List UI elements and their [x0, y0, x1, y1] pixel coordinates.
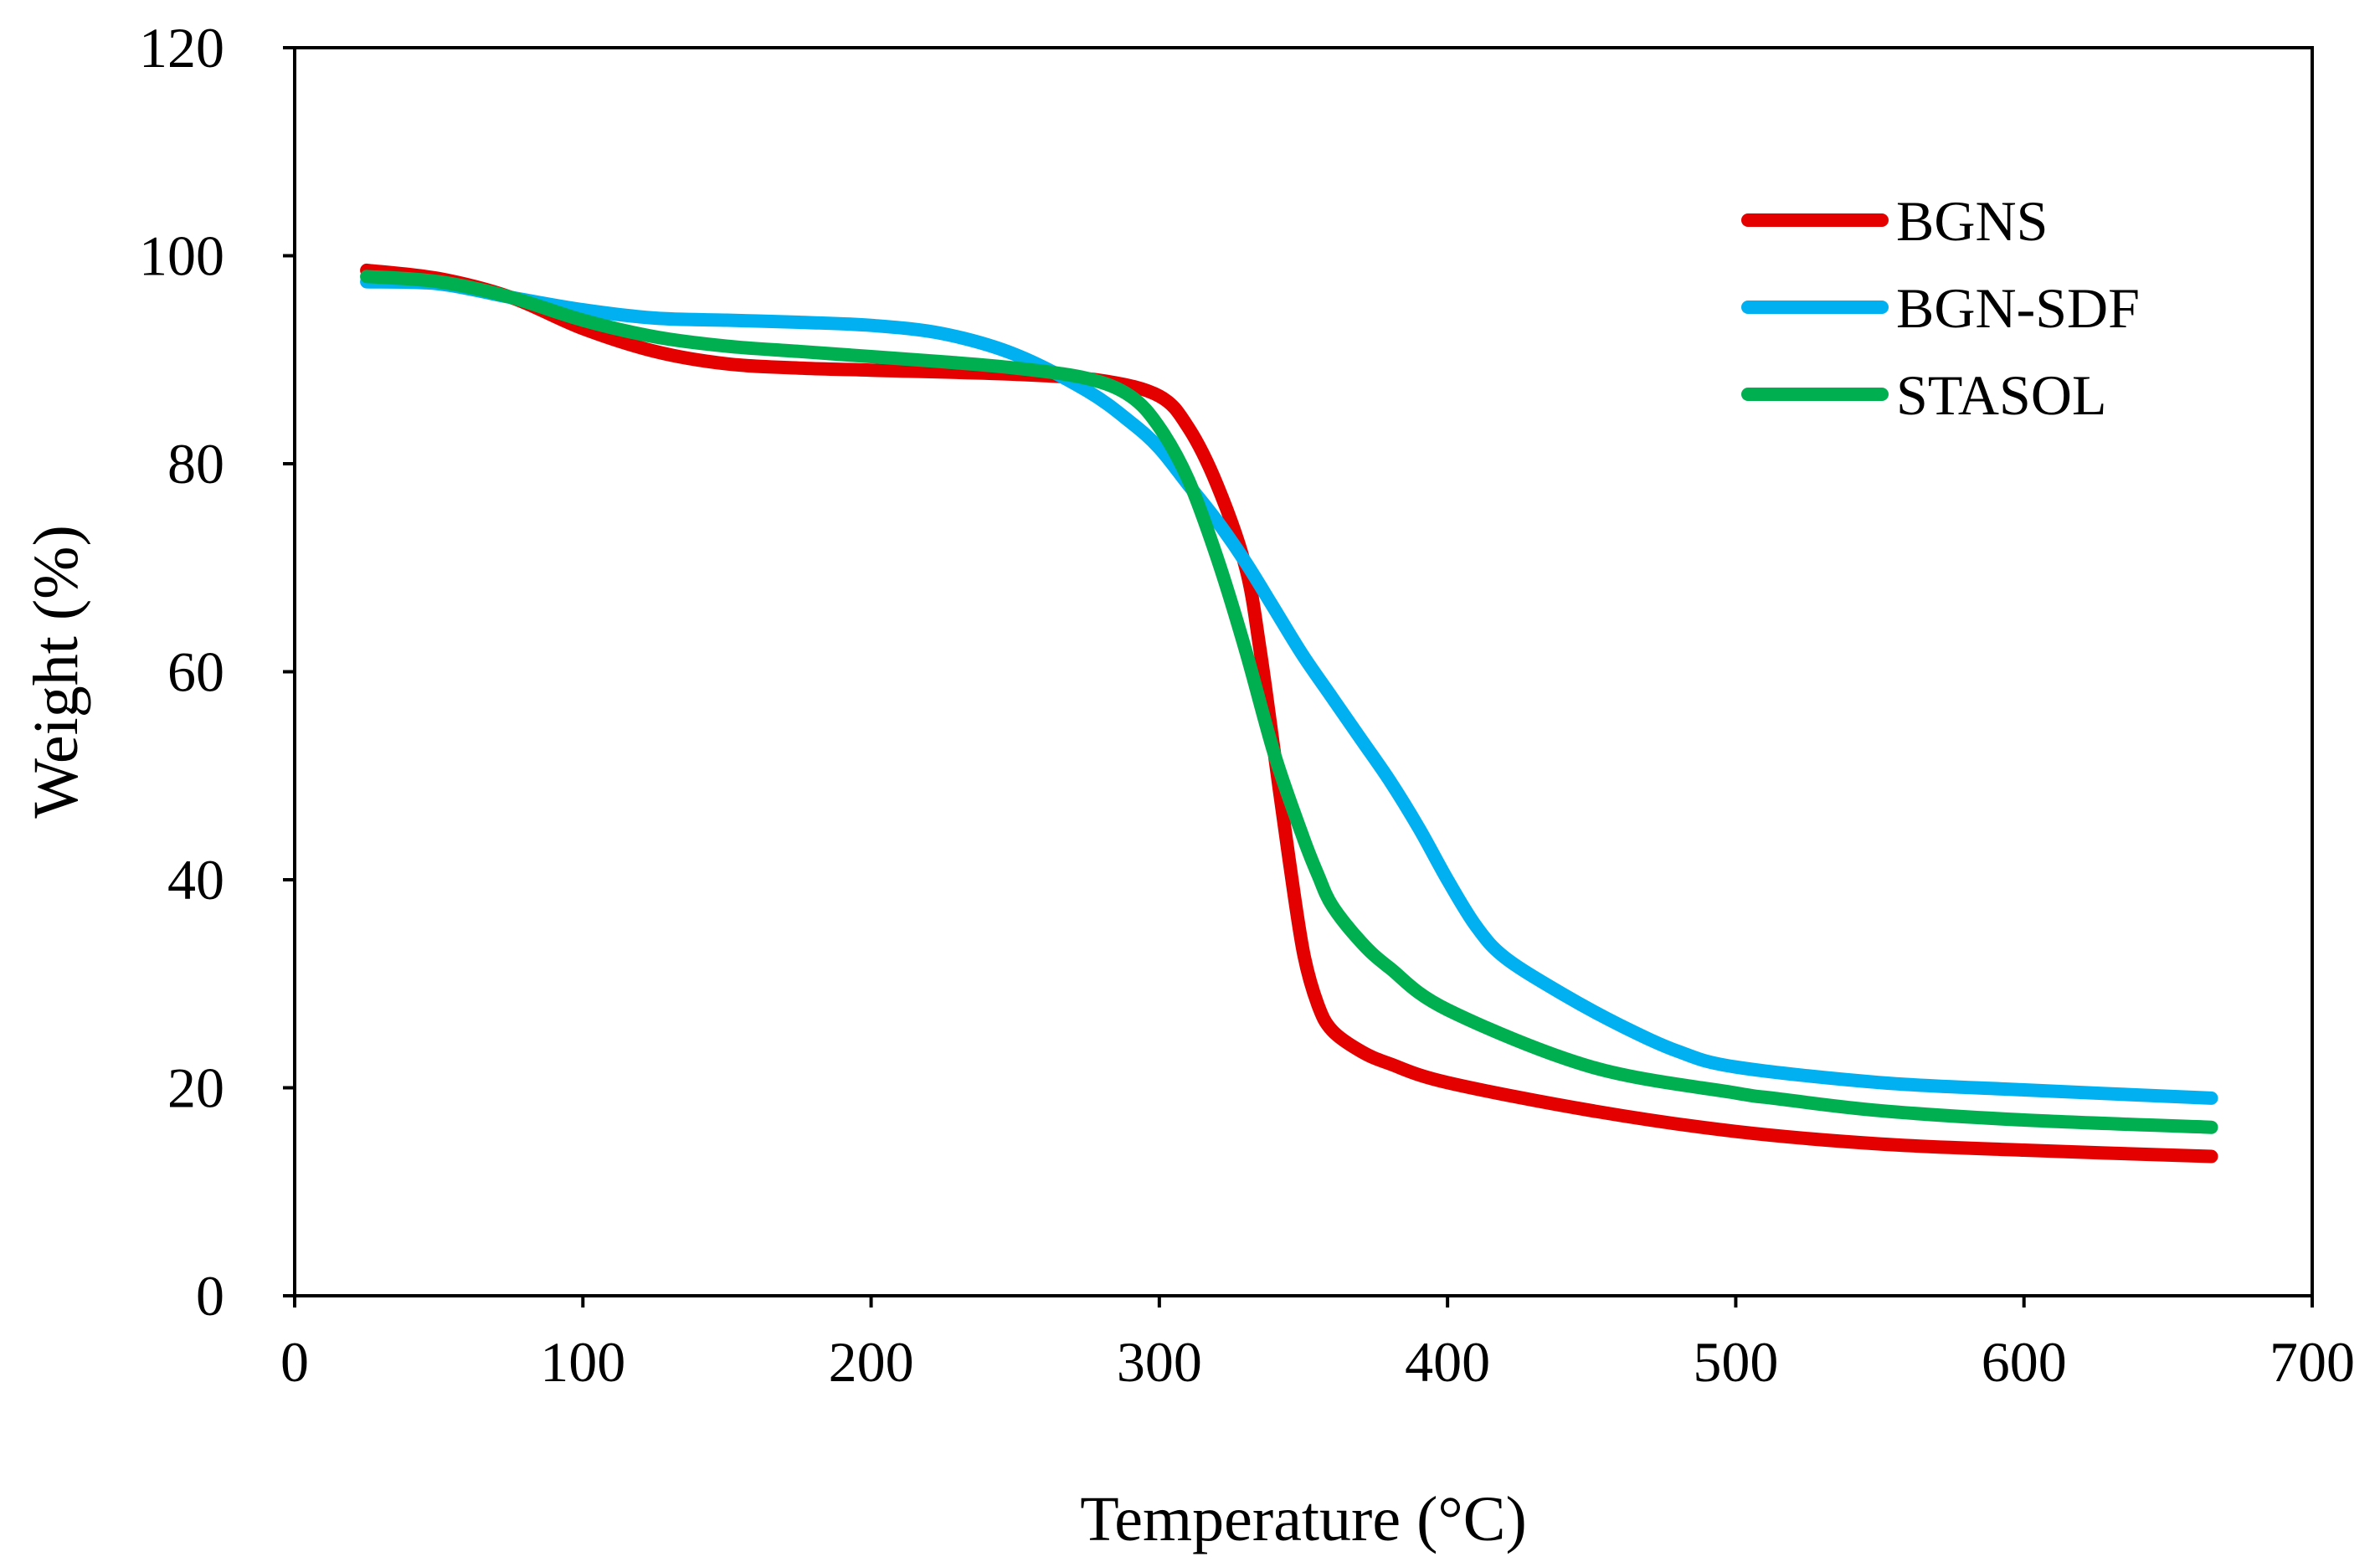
legend-label-stasol: STASOL — [1896, 363, 2106, 427]
x-tick-label: 200 — [829, 1330, 914, 1394]
y-tick-label: 20 — [167, 1056, 224, 1120]
y-tick-label: 100 — [139, 224, 224, 288]
y-axis-title: Weight (%) — [21, 525, 91, 819]
legend-label-bgn-sdf: BGN-SDF — [1896, 276, 2140, 340]
x-tick-label: 700 — [2269, 1330, 2355, 1394]
x-tick-label: 300 — [1117, 1330, 1202, 1394]
y-tick-label: 0 — [196, 1264, 224, 1328]
y-tick-label: 120 — [139, 16, 224, 80]
y-tick-label: 60 — [167, 640, 224, 704]
series-line-stasol — [360, 270, 2218, 1134]
y-tick-label: 80 — [167, 432, 224, 496]
x-tick-label: 400 — [1405, 1330, 1490, 1394]
x-axis-title: Temperature (°C) — [1080, 1484, 1527, 1554]
legend-label-bgns: BGNS — [1896, 189, 2048, 253]
legend: BGNS BGN-SDF STASOL — [1741, 189, 2140, 427]
y-tick-label: 40 — [167, 848, 224, 912]
x-tick-label: 500 — [1693, 1330, 1778, 1394]
ticks-layer: 0 100 200 300 400 500 600 700 0 20 40 60 80 100 120 — [139, 16, 2355, 1394]
x-tick-label: 600 — [1982, 1330, 2067, 1394]
series-line-bgn-sdf — [360, 275, 2218, 1105]
series-layer — [360, 263, 2218, 1164]
x-tick-label: 100 — [540, 1330, 625, 1394]
series-line-bgns — [360, 263, 2218, 1164]
x-tick-label: 0 — [280, 1330, 309, 1394]
